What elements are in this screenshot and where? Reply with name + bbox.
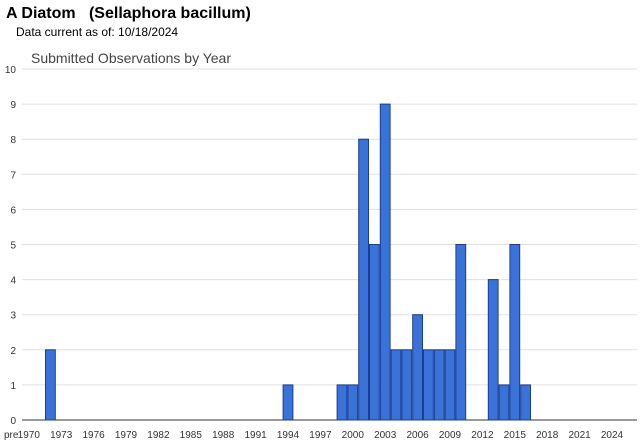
- x-tick-label: 2018: [536, 430, 559, 441]
- bar-2014: [498, 384, 510, 421]
- bar-2013: [487, 279, 499, 421]
- x-tick-label: 1970: [18, 430, 41, 441]
- bar-1972: [45, 349, 56, 421]
- x-tick-label: pre: [4, 430, 19, 441]
- bar-2006: [412, 314, 424, 421]
- bar-1999: [336, 384, 348, 421]
- page-header: A Diatom (Sellaphora bacillum): [6, 5, 251, 23]
- species-title: A Diatom (Sellaphora bacillum): [6, 5, 251, 22]
- chart-title: Submitted Observations by Year: [31, 50, 231, 66]
- y-tick-label: 7: [10, 170, 16, 181]
- bar-2000: [347, 384, 359, 421]
- x-tick-label: 2015: [504, 430, 527, 441]
- y-tick-label: 1: [10, 381, 16, 392]
- x-tick-label: 1997: [309, 430, 332, 441]
- bar-2002: [369, 244, 380, 421]
- bar-2005: [401, 349, 413, 421]
- bar-2009: [444, 349, 456, 421]
- bar-2004: [390, 349, 402, 421]
- x-axis-ticks: pre 1970 1973 1976 1979 1982 1985 1988 1991 1994 1…: [4, 430, 624, 441]
- bar-2008: [433, 349, 445, 421]
- x-tick-label: 2021: [568, 430, 591, 441]
- bar-2015: [509, 244, 521, 421]
- y-tick-label: 2: [10, 346, 16, 357]
- bar-2001: [358, 138, 370, 421]
- x-tick-label: 2024: [601, 430, 624, 441]
- y-tick-label: 8: [10, 135, 16, 146]
- y-axis-ticks: 0 1 2 3 4 5 6 7 8 9 10: [5, 65, 17, 427]
- x-tick-label: 2009: [439, 430, 462, 441]
- y-tick-label: 9: [10, 100, 16, 111]
- bar-1994: [282, 384, 294, 421]
- y-tick-label: 6: [10, 205, 16, 216]
- x-tick-label: 2012: [471, 430, 494, 441]
- y-tick-label: 4: [10, 276, 16, 287]
- bar-2003: [379, 103, 391, 421]
- x-tick-label: 1991: [244, 430, 267, 441]
- y-tick-label: 5: [10, 241, 16, 252]
- x-tick-label: 1979: [115, 430, 138, 441]
- bars: [45, 103, 532, 421]
- bar-2010: [455, 244, 467, 421]
- x-tick-label: 1988: [212, 430, 235, 441]
- y-tick-label: 0: [10, 416, 16, 427]
- bar-2016: [520, 384, 532, 421]
- x-tick-label: 1982: [147, 430, 170, 441]
- x-tick-label: 2006: [406, 430, 429, 441]
- x-tick-label: 2000: [342, 430, 365, 441]
- x-tick-label: 2003: [374, 430, 397, 441]
- bar-2007: [423, 349, 434, 421]
- grid-lines: [22, 68, 637, 421]
- x-tick-label: 1976: [82, 430, 105, 441]
- x-tick-label: 1985: [180, 430, 203, 441]
- y-tick-label: 3: [10, 311, 16, 322]
- x-tick-label: 1994: [277, 430, 300, 441]
- data-current-label: Data current as of: 10/18/2024: [16, 25, 179, 39]
- x-tick-label: 1973: [50, 430, 73, 441]
- y-tick-label: 10: [5, 65, 17, 76]
